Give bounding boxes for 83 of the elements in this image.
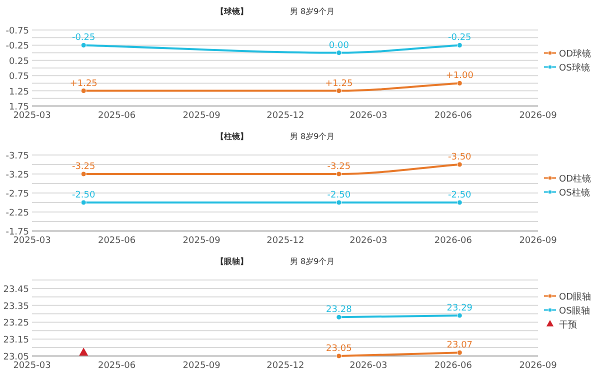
x-tick-label: 2026-03 (350, 236, 388, 246)
point (336, 200, 342, 206)
data-label: 23.07 (446, 340, 473, 351)
x-tick-label: 2025-12 (266, 111, 304, 121)
data-label: +1.00 (446, 71, 474, 82)
x-tick-label: 2025-09 (182, 236, 221, 246)
point (336, 314, 342, 320)
chart-title: 【球镜】 (216, 7, 248, 16)
point (336, 353, 342, 359)
x-tick-label: 2025-06 (98, 111, 136, 121)
point (336, 171, 342, 177)
data-label: +1.25 (325, 78, 353, 89)
x-tick-label: 2026-09 (519, 236, 558, 246)
chart-subtitle: 男 8岁9个月 (290, 132, 335, 141)
data-label: -2.50 (448, 190, 472, 200)
data-label: -3.50 (448, 152, 472, 162)
y-tick-label: -3.75 (6, 152, 29, 162)
point (456, 80, 462, 86)
y-tick-label: -2.25 (6, 208, 29, 218)
x-tick-label: 2025-06 (98, 236, 136, 246)
legend-label: OS球镜 (559, 62, 590, 74)
x-tick-label: 2025-03 (13, 111, 51, 121)
x-tick-label: 2025-06 (98, 361, 136, 371)
legend-label: OS眼轴 (559, 306, 590, 316)
data-label: -2.50 (72, 190, 96, 200)
y-tick-label: 0.75 (8, 72, 29, 82)
x-tick-label: 2025-03 (13, 236, 51, 246)
x-tick-label: 2025-12 (266, 361, 304, 371)
y-tick-label: 23.45 (3, 284, 29, 295)
legend-label: OD柱镜 (559, 174, 592, 184)
chart-subtitle: 男 8岁9个月 (290, 7, 335, 16)
data-label: 23.28 (326, 305, 352, 316)
chart-title: 【柱镜】 (216, 132, 248, 141)
y-tick-label: 23.25 (3, 318, 29, 329)
y-tick-label: -2.75 (6, 190, 29, 200)
x-tick-label: 2026-09 (519, 361, 558, 371)
legend-label: OS柱镜 (559, 188, 590, 198)
y-tick-label: 23.05 (3, 352, 29, 362)
y-tick-label: -0.25 (6, 42, 29, 52)
x-tick-label: 2025-09 (182, 361, 221, 371)
data-label: -0.25 (448, 33, 472, 44)
point (456, 200, 462, 206)
data-label: -3.25 (72, 162, 96, 172)
point (456, 162, 462, 168)
x-tick-label: 2026-06 (434, 111, 472, 121)
point (80, 42, 86, 48)
data-label: -3.25 (327, 162, 351, 172)
y-tick-label: 23.35 (3, 302, 29, 312)
y-tick-label: -3.25 (6, 170, 29, 180)
y-tick-label: 0.25 (8, 56, 29, 67)
point (336, 50, 342, 56)
x-tick-label: 2025-09 (182, 111, 221, 121)
x-tick-label: 2025-12 (266, 236, 304, 246)
point (456, 350, 462, 356)
data-label: 0.00 (328, 40, 350, 51)
y-tick-label: 23.15 (3, 336, 29, 346)
x-tick-label: 2026-06 (434, 236, 472, 246)
data-label: -2.50 (327, 190, 351, 200)
y-tick-label: -1.75 (6, 228, 29, 238)
data-label: 23.05 (326, 344, 352, 354)
point (80, 88, 86, 94)
point (79, 348, 88, 356)
data-label: 23.29 (446, 303, 473, 314)
legend-label: 干预 (559, 320, 577, 330)
legend-label: OD眼轴 (559, 292, 592, 302)
point (456, 312, 462, 318)
x-tick-label: 2025-03 (13, 361, 51, 371)
point (456, 42, 462, 48)
point (80, 200, 86, 206)
legend-label: OD球镜 (559, 48, 592, 60)
x-tick-label: 2026-03 (350, 361, 388, 371)
y-tick-label: -0.75 (6, 26, 29, 36)
x-tick-label: 2026-03 (350, 111, 388, 121)
data-label: +1.25 (70, 78, 98, 89)
x-tick-label: 2026-06 (434, 361, 472, 371)
y-tick-label: 1.75 (8, 102, 29, 112)
chart-subtitle: 男 8岁9个月 (290, 257, 335, 266)
y-tick-label: 1.25 (8, 87, 29, 98)
point (336, 88, 342, 94)
chart-title: 【眼轴】 (216, 257, 248, 266)
point (80, 171, 86, 177)
data-label: -0.25 (72, 33, 96, 44)
x-tick-label: 2026-09 (519, 111, 558, 121)
